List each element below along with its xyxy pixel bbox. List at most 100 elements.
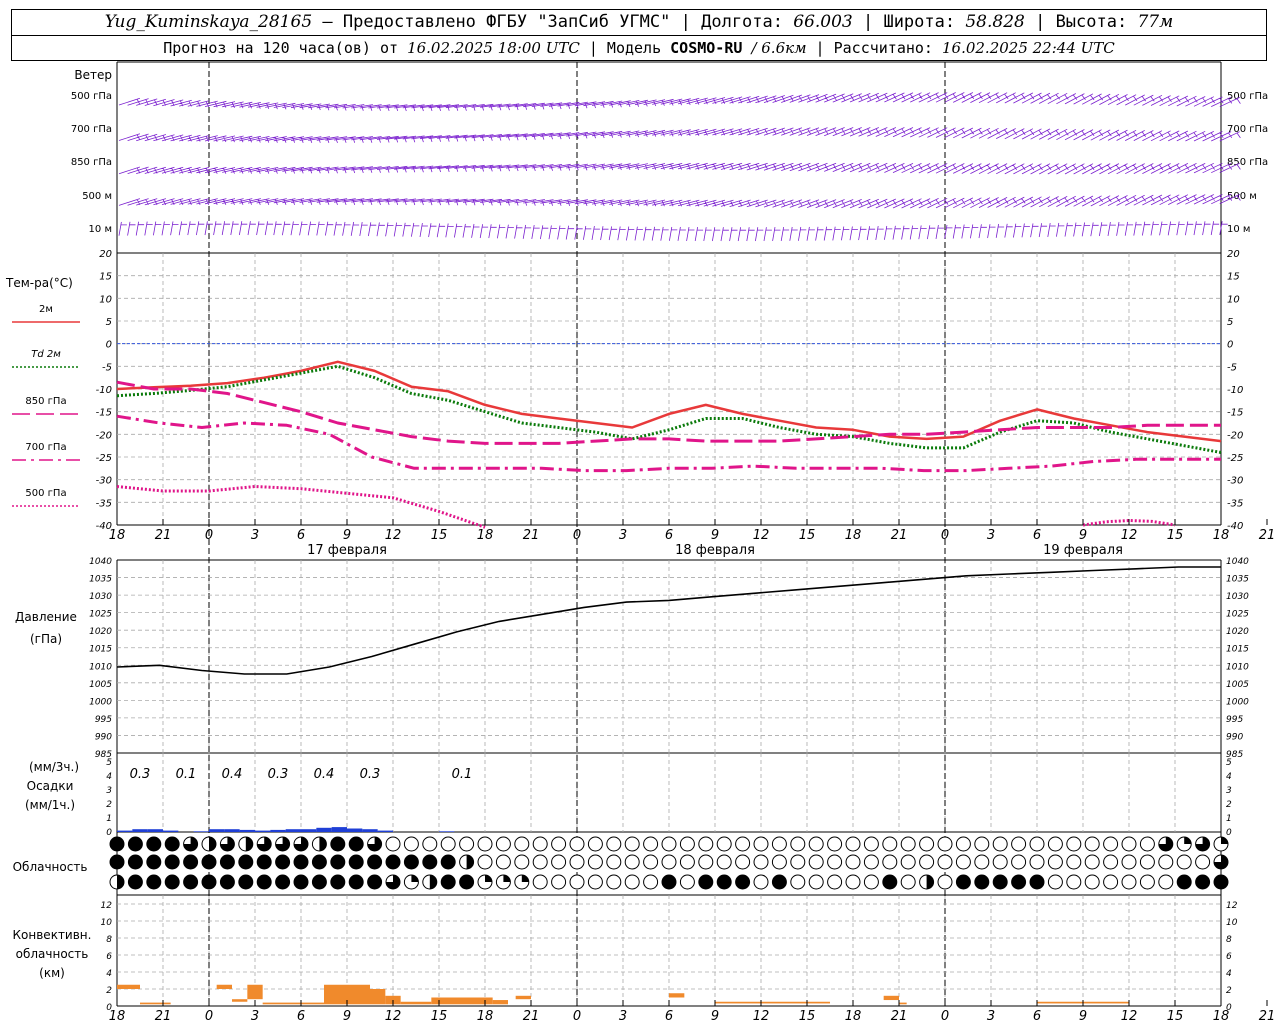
conv-cloud-bar (400, 1001, 432, 1005)
cloud-symbol-fill (521, 875, 529, 882)
cloud-symbol (643, 854, 659, 870)
hour-tick-label: 0 (205, 528, 213, 543)
cloud-symbol (974, 836, 990, 852)
cloud-symbol (882, 874, 898, 890)
pressure-tick-right: 1020 (1226, 627, 1249, 637)
temp-tick-left: 15 (99, 272, 112, 283)
hour-tick-label: 0 (205, 1009, 213, 1024)
cloud-symbol (937, 854, 953, 870)
cloud-symbol (569, 874, 585, 890)
cloud-symbol (551, 874, 567, 890)
cloud-symbol (477, 854, 493, 870)
temp-tick-left: -10 (96, 385, 112, 396)
wind-level-label-right: 10 м (1227, 224, 1250, 235)
precip-bar (285, 829, 301, 832)
temp-series-4 (116, 485, 486, 529)
hour-tick-label: 18 (109, 528, 126, 543)
hour-tick-label: 0 (573, 528, 581, 543)
conv-title-1: Конвективн. (13, 928, 92, 942)
temp-legend-label: 850 гПа (25, 396, 66, 407)
cloud-symbol-fill (1195, 837, 1210, 852)
header-row-station: Yug_Kuminskaya_28165 – Предоставлено ФГБ… (12, 10, 1266, 36)
cloud-symbol (606, 854, 622, 870)
precip-tick-right: 3 (1226, 786, 1232, 796)
cloud-symbol (716, 854, 732, 870)
cloud-symbol (183, 854, 199, 870)
hour-tick-label: 18 (477, 1009, 494, 1024)
temp-tick-left: -5 (102, 362, 112, 373)
wind-level-label-left: 10 м (89, 224, 112, 235)
wind-level-label-right: 700 гПа (1227, 124, 1268, 135)
wind-barbs-row (118, 221, 1228, 242)
wind-level-label-left: 500 гПа (71, 91, 112, 102)
cloud-symbol (1139, 874, 1155, 890)
hour-tick-label: 18 (1213, 1009, 1230, 1024)
pressure-panel: 1040 1040 1035 1035 1030 1030 1025 1025 1020 1020… (15, 557, 1249, 760)
hour-tick-label: 0 (941, 528, 949, 543)
cloud-symbol (422, 836, 438, 852)
conv-cloud-bar (117, 984, 140, 989)
precip-3h-label: 0.3 (130, 767, 151, 782)
cloud-symbol (164, 836, 180, 852)
pressure-tick-right: 1030 (1226, 592, 1249, 602)
conv-cloud-bar (216, 984, 232, 989)
cloud-symbol (698, 836, 714, 852)
cloud-symbol (422, 854, 438, 870)
hour-tick-label: 21 (891, 1009, 908, 1024)
cloud-symbol (219, 854, 235, 870)
cloud-symbol (919, 836, 935, 852)
precip-bar (362, 829, 378, 832)
cloud-symbol (735, 854, 751, 870)
pressure-tick-left: 990 (95, 732, 112, 742)
cloud-symbol-fill (1158, 837, 1173, 852)
cloud-symbol (992, 836, 1008, 852)
cloud-symbol (1011, 854, 1027, 870)
cloud-symbol (974, 874, 990, 890)
forecast-prefix: Прогноз на 120 часа(ов) от (163, 39, 399, 57)
longitude-label: Долгота: (701, 12, 783, 32)
conv-tick-left: 10 (101, 918, 113, 928)
pressure-tick-left: 1040 (89, 557, 112, 567)
temperature-panel: 20 20 15 15 10 10 5 5 0 0 -5 -5 -10 -10 -15 -15 -20 -20 -2… (5, 249, 1243, 532)
cloud-symbol (146, 854, 162, 870)
cloud-symbol (146, 836, 162, 852)
date-label: 18 февраля (675, 543, 755, 558)
hour-tick-label: 18 (1213, 528, 1230, 543)
cloud-symbol-fill (319, 837, 327, 852)
cloud-symbol (1139, 854, 1155, 870)
cloud-symbol (1195, 854, 1211, 870)
cloud-symbol (1029, 854, 1045, 870)
temp-tick-left: -25 (96, 453, 112, 464)
cloud-symbol (183, 874, 199, 890)
cloud-symbol-fill (386, 875, 400, 889)
cloud-symbol-fill (466, 855, 474, 869)
cloud-symbol (440, 836, 456, 852)
cloud-symbol (348, 854, 364, 870)
cloud-symbol (790, 874, 806, 890)
date-label: 17 февраля (307, 543, 387, 558)
pressure-tick-right: 1025 (1226, 610, 1249, 620)
cloud-symbol (1103, 836, 1119, 852)
cloud-symbol (1158, 874, 1174, 890)
cloud-panel: Облачность (13, 836, 1229, 890)
cloud-symbol (385, 836, 401, 852)
cloud-symbol (827, 874, 843, 890)
cloud-symbol (808, 874, 824, 890)
station-name: Yug_Kuminskaya_28165 (104, 12, 313, 32)
pressure-tick-right: 1035 (1226, 575, 1249, 585)
forecast-start: 16.02.2025 18:00 UTC (407, 39, 580, 57)
hour-tick-label: 9 (1079, 1009, 1087, 1024)
cloud-symbol (164, 854, 180, 870)
cloud-symbol (514, 854, 530, 870)
convective-panel: 12 12 10 10 8 8 6 6 4 4 2 2 0 0 Конвективн. облачность (… (13, 901, 1238, 1013)
cloud-symbol (679, 836, 695, 852)
hour-tick-label: 3 (619, 1009, 627, 1024)
pressure-tick-left: 1015 (89, 645, 112, 655)
hour-tick-label: 9 (711, 528, 719, 543)
temp-series-500-late (1082, 518, 1176, 527)
cloud-symbol (992, 874, 1008, 890)
precip-tick-right: 5 (1226, 758, 1232, 768)
pressure-tick-left: 1000 (89, 697, 112, 707)
temp-tick-left: 10 (99, 294, 112, 305)
cloud-symbol (643, 836, 659, 852)
